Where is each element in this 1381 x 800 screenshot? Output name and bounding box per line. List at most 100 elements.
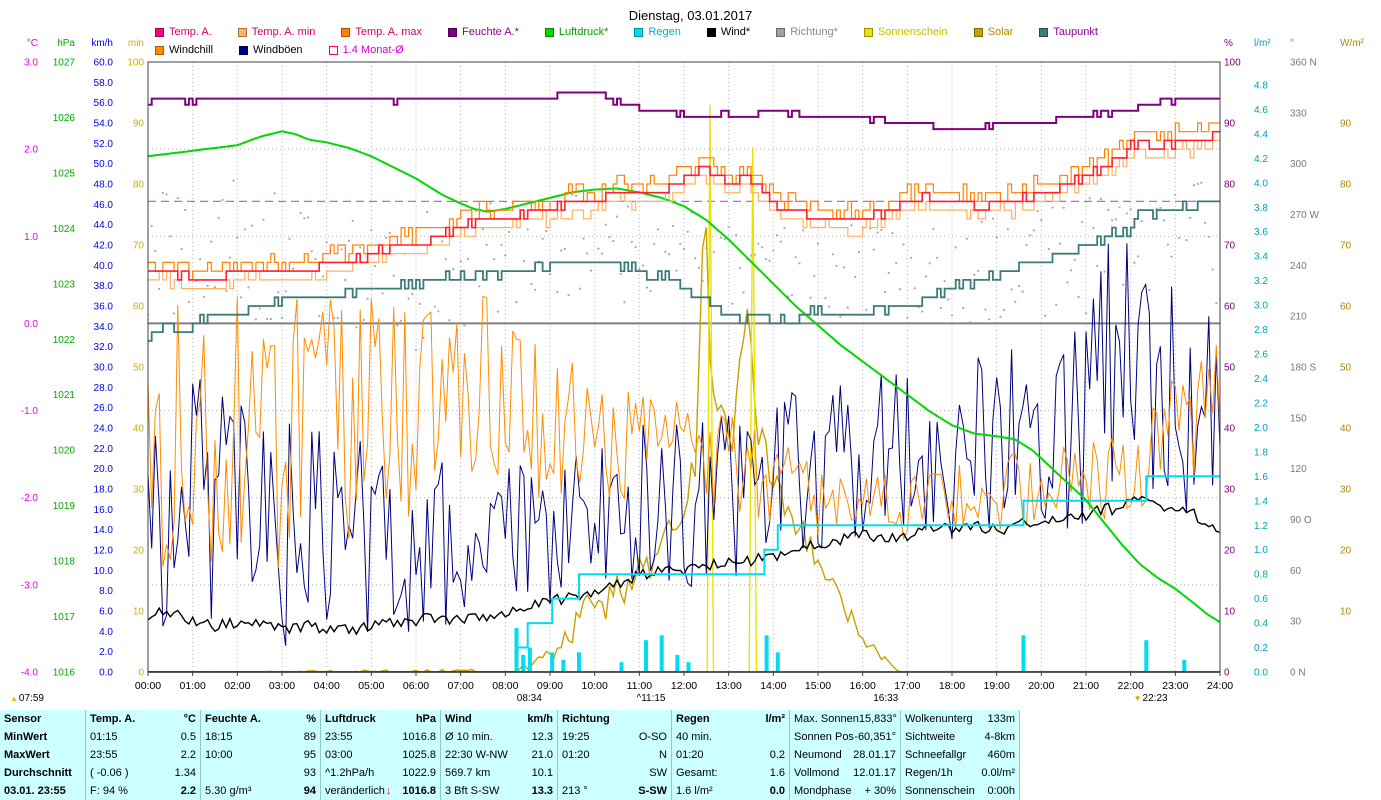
table-cell-tempa-row1: 01:15 0.5 <box>86 728 201 746</box>
axis-lm2: l/m² 4.8 4.6 4.4 4.2 4.0 3.8 3.6 3.4 3.2 3.0 2.8 2.6… <box>1254 38 1271 679</box>
axis-lm2-tick: 1.8 <box>1254 447 1268 458</box>
axis-hPa-tick: 1027 <box>53 58 76 69</box>
axis-min-tick: 30 <box>133 485 145 496</box>
chart-grid <box>148 62 1220 672</box>
series-windboeen <box>148 243 1220 646</box>
axis-kmh-tick: 0.0 <box>99 668 113 679</box>
axis-deg-tick: 210 <box>1290 312 1307 323</box>
x-axis-hour-label: 16:00 <box>850 680 876 692</box>
legend-row-2: Windchill Windböen 1.4 Monat-Ø <box>155 41 1098 59</box>
axis-lm2-tick: 2.2 <box>1254 399 1268 410</box>
table-cell-richtung-row2: 01:20 N <box>558 746 672 764</box>
x-axis-hour-label: 10:00 <box>582 680 608 692</box>
dawn-time-icon: ▲ <box>10 694 18 703</box>
table-cell-detail: 22:30 W-NW <box>445 749 508 761</box>
table-info-value: 4-8km <box>984 731 1015 743</box>
axis-kmh-header: km/h <box>91 38 113 49</box>
x-axis-hour-label: 05:00 <box>358 680 384 692</box>
axis-kmh-tick: 56.0 <box>94 98 114 109</box>
axis-pct-tick: 70 <box>1224 241 1236 252</box>
legend-temp-max-swatch-icon <box>341 27 351 37</box>
table-cell-value: 89 <box>303 731 316 743</box>
table-cell-detail: 03:00 <box>325 749 353 761</box>
axis-lm2-tick: 0.4 <box>1254 619 1268 630</box>
series-temp <box>148 130 1220 281</box>
legend-wind-swatch-icon <box>706 27 716 37</box>
axis-kmh-tick: 54.0 <box>94 119 114 130</box>
x-axis-hour-label: 03:00 <box>269 680 295 692</box>
table-cell-value: 0.2 <box>769 749 785 761</box>
series-temp-max <box>148 122 1220 281</box>
table-row-label-text: MinWert <box>4 731 48 743</box>
table-cell-value: N <box>659 749 667 761</box>
table-cell-value: 1016.8 <box>402 785 436 797</box>
axis-kmh-tick: 14.0 <box>94 525 114 536</box>
axis-min-tick: 60 <box>133 302 145 313</box>
table-cell-value: 93 <box>303 767 316 779</box>
axis-min-tick: 0 <box>138 668 144 679</box>
axis-lm2-tick: 1.6 <box>1254 472 1268 483</box>
axis-lm2-tick: 1.0 <box>1254 545 1268 556</box>
table-info-value: 0.0l/m² <box>981 767 1015 779</box>
table-cell-detail: 3 Bft S-SW <box>445 785 500 797</box>
table-col-unit: km/h <box>527 713 553 725</box>
axis-kmh-tick: 34.0 <box>94 322 114 333</box>
x-axis-hour-label: 07:00 <box>448 680 474 692</box>
legend-luftdruck-label: Luftdruck* <box>558 26 609 38</box>
table-cell-regen-row2: 01:20 0.2 <box>672 746 790 764</box>
x-axis-hour-label: 04:00 <box>314 680 340 692</box>
axis-min-tick: 40 <box>133 424 145 435</box>
legend-temp-min-label: Temp. A. min <box>251 26 316 38</box>
axis-wm2-tick: 30 <box>1340 485 1352 496</box>
axis-kmh-tick: 52.0 <box>94 139 114 150</box>
table-row-label-text: 03.01. 23:55 <box>4 785 66 797</box>
axis-kmh-tick: 32.0 <box>94 342 114 353</box>
series-sonnenschein <box>148 104 1220 672</box>
axis-wm2-header: W/m² <box>1340 38 1365 49</box>
table-info-cell-1-row4: Sonnenschein 0:00h <box>901 782 1020 800</box>
sunset-time: 16:33 <box>873 693 899 704</box>
axis-degC-tick: 3.0 <box>24 58 38 69</box>
table-cell-luftdruck-row4: veränderlich↓ 1016.8 <box>321 782 441 800</box>
table-info-label: Mondphase <box>794 785 852 797</box>
legend-luftdruck: Luftdruck* <box>544 26 609 38</box>
table-row-label: 03.01. 23:55 <box>0 782 86 800</box>
table-cell-luftdruck-row2: 03:00 1025.8 <box>321 746 441 764</box>
axis-pct-tick: 60 <box>1224 302 1236 313</box>
series-windchill <box>148 295 1220 569</box>
legend-richtung-swatch-icon <box>776 27 786 37</box>
legend-regen-label: Regen <box>648 26 681 38</box>
axis-deg-tick: 180 S <box>1290 363 1316 374</box>
axis-deg: ° 360 N 330 300 270 W 240 210 180 S 150 120 90 O 60… <box>1290 38 1319 679</box>
table-info-cell-0-row2: Neumond 28.01.17 <box>790 746 901 764</box>
table-row-label-text: Durchschnitt <box>4 767 72 779</box>
table-cell-detail: 23:55 <box>90 749 118 761</box>
legend-temp-swatch-icon <box>155 27 164 37</box>
table-cell-wind-row1: Ø 10 min. 12.3 <box>441 728 558 746</box>
axis-wm2-tick: 80 <box>1340 180 1352 191</box>
legend-windchill-label: Windchill <box>169 44 214 56</box>
axis-min-header: min <box>128 38 144 49</box>
table-cell-detail: 18:15 <box>205 731 233 743</box>
table-info-label: Wolkenunterg <box>905 713 973 725</box>
table-cell-value: 1.34 <box>174 767 196 779</box>
legend-solar: Solar <box>973 26 1013 38</box>
axis-min-tick: 70 <box>133 241 145 252</box>
table-info-value: 12.01.17 <box>853 767 896 779</box>
table-col-unit: l/m² <box>765 713 785 725</box>
legend-temp-min-swatch-icon <box>237 27 247 37</box>
legend-temp-label: Temp. A. <box>169 26 212 38</box>
table-cell-detail: 19:25 <box>562 731 590 743</box>
axis-hPa-tick: 1016 <box>53 668 76 679</box>
axis-kmh-tick: 48.0 <box>94 180 114 191</box>
axis-hPa-tick: 1020 <box>53 446 76 457</box>
moonset-time-icon: ▼ <box>1133 694 1142 703</box>
moonrise-time: ^11:15 <box>636 693 666 704</box>
table-cell-tempa-row4: F: 94 % 2.2 <box>86 782 201 800</box>
table-cell-wind-row2: 22:30 W-NW 21.0 <box>441 746 558 764</box>
table-cell-detail: 01:20 <box>562 749 590 761</box>
axis-lm2-tick: 4.8 <box>1254 81 1268 92</box>
axis-deg-tick: 360 N <box>1290 58 1317 69</box>
axis-kmh-tick: 60.0 <box>94 58 114 69</box>
x-axis-hour-label: 13:00 <box>716 680 742 692</box>
